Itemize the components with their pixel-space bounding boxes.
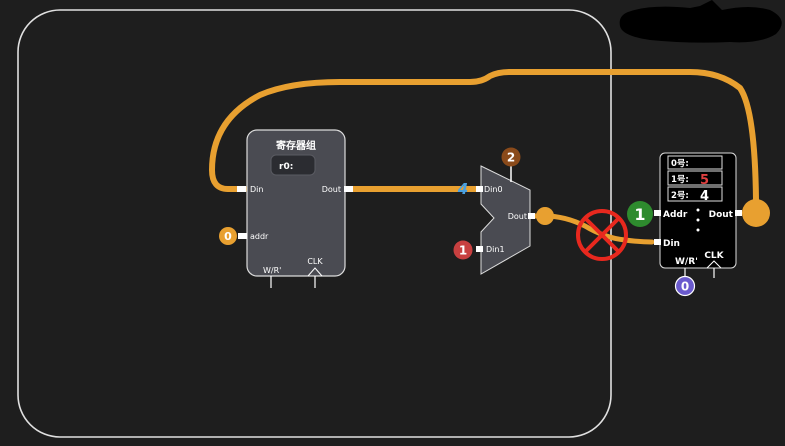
mux-select-badge[interactable]: 2 [501,147,521,167]
ram-din-label: Din [663,239,680,249]
mux-dout-label: Dout [508,212,527,221]
register-r0-label: r0: [279,162,293,172]
ram-row-1 [667,170,723,186]
svg-text:0: 0 [224,230,232,243]
scribble-blob [619,0,782,43]
ram-addr-label: Addr [663,210,688,220]
mux-din1-port[interactable] [476,246,483,252]
mux-din1-label: Din1 [486,245,505,254]
mux-din0-port[interactable] [476,186,483,192]
ram-clk-label: CLK [704,251,724,261]
register-addr-port[interactable] [238,233,247,239]
ram-row-0-label: 0号: [671,159,689,169]
svg-text:0: 0 [681,280,689,294]
mux-din0-label: Din0 [484,185,503,194]
ram-addr-port[interactable] [654,210,661,216]
register-addr-label: addr [250,232,269,241]
svg-text:2: 2 [507,151,515,165]
register-clk-triangle [307,267,323,277]
ram-row-2 [667,186,723,202]
blocked-cross-icon [576,209,628,261]
ram-wr-badge[interactable]: 0 [674,275,696,297]
reg-addr-badge[interactable]: 0 [219,227,237,245]
register-din-label: Din [250,185,263,194]
multiplexer: Din0 Din1 Dout [476,165,535,275]
mux-output-junction [536,207,554,225]
svg-text:1: 1 [459,244,467,258]
ram-addr-badge[interactable]: 1 [627,201,653,227]
ram-row-2-value: 4 [700,189,709,204]
ram-dout-label: Dout [709,210,734,220]
register-file: 寄存器组 r0: Din Dout addr W/R' CLK [237,129,353,288]
register-wr-label: W/R' [263,266,281,275]
mux-body [480,165,531,275]
mux-dout-port[interactable] [528,213,535,219]
ram-dout-port[interactable] [735,210,742,216]
ram-row-1-label: 1号: [671,175,689,185]
ram-row-0 [667,155,723,170]
mux-din1-badge[interactable]: 1 [453,240,473,260]
register-dout-label: Dout [322,185,341,194]
svg-text:1: 1 [634,205,645,224]
register-r0-display [270,154,316,176]
feedback-wire [209,69,759,215]
ram-clk-triangle [706,260,722,269]
ram-wr-label: W/R' [675,257,698,267]
ram-row-2-label: 2号: [671,191,689,201]
register-din-port[interactable] [237,186,246,192]
wire-value-digit: 4 [457,180,468,198]
ram-row-1-value: 5 [700,173,709,188]
register-file-title: 寄存器组 [276,139,316,152]
register-clk-label: CLK [307,257,323,266]
ram-ellipsis-dot [696,208,700,212]
ram-din-port[interactable] [654,239,661,245]
register-dout-port[interactable] [344,186,353,192]
ram-block: 0号: 1号: 5 2号: 4 Addr Dout Din W/R' CLK [654,152,742,278]
ram-output-junction [742,199,770,227]
ram-ellipsis-dot [696,218,700,222]
ram-ellipsis-dot [696,228,700,232]
